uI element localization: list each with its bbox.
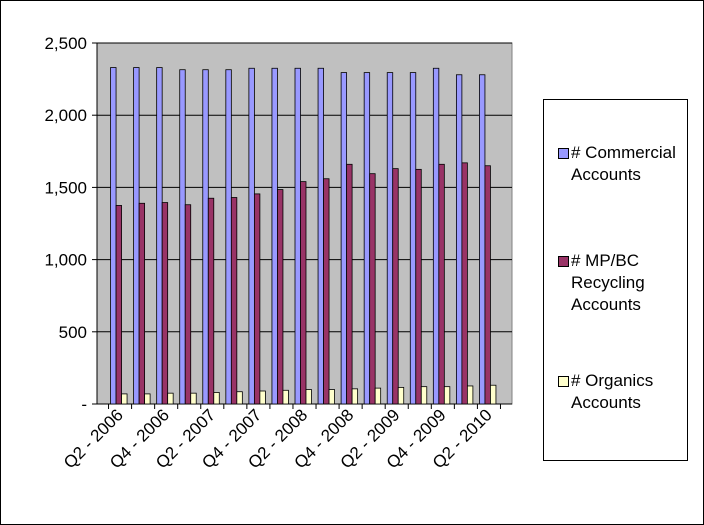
bar — [409, 72, 417, 405]
bar — [415, 168, 422, 405]
bar — [133, 67, 140, 405]
bar — [323, 178, 330, 405]
chart-legend: # Commercial Accounts # MP/BC Recycling A… — [543, 99, 688, 461]
bar — [213, 392, 220, 405]
bar — [351, 388, 359, 405]
bar — [386, 72, 394, 405]
bar — [225, 69, 232, 405]
bar — [236, 391, 243, 405]
bar — [156, 67, 163, 405]
bar — [438, 163, 445, 405]
bar — [161, 202, 169, 405]
bar — [294, 67, 301, 405]
legend-item: # Commercial Accounts — [558, 142, 686, 186]
y-tick-label: 2,500 — [44, 34, 87, 53]
y-tick-label: 2,000 — [44, 106, 87, 125]
bar — [305, 389, 312, 405]
bar — [190, 392, 197, 405]
legend-label: # MP/BC Recycling Accounts — [571, 251, 645, 314]
bar — [277, 189, 284, 405]
bar — [259, 390, 266, 405]
bar — [184, 204, 192, 405]
bar — [230, 197, 238, 405]
bar — [420, 386, 428, 405]
bar — [490, 384, 497, 405]
bar — [432, 67, 440, 405]
bar — [207, 197, 215, 405]
bar — [271, 67, 278, 405]
bar — [461, 162, 468, 405]
bar — [392, 168, 399, 405]
bar — [121, 393, 128, 405]
y-tick-label: 500 — [59, 323, 87, 342]
legend-item: # MP/BC Recycling Accounts — [558, 250, 686, 316]
bar — [369, 173, 376, 405]
bar — [346, 163, 353, 405]
bar — [144, 393, 151, 405]
legend-label: # Organics Accounts — [571, 371, 654, 412]
bar — [138, 202, 146, 405]
bar — [248, 67, 255, 405]
y-tick-label: 1,500 — [44, 178, 87, 197]
legend-label: # Commercial Accounts — [571, 143, 676, 184]
bar — [484, 165, 491, 405]
bar — [110, 67, 117, 405]
bar — [443, 386, 451, 405]
legend-swatch — [558, 256, 569, 267]
y-tick-label: 1,000 — [44, 251, 87, 270]
bar — [317, 67, 324, 405]
legend-swatch — [558, 148, 569, 159]
bar — [282, 389, 289, 405]
bar — [340, 72, 348, 405]
bar — [179, 69, 186, 405]
bar — [328, 389, 335, 405]
bar — [397, 386, 405, 405]
y-tick-label: - — [81, 395, 87, 414]
bar — [253, 193, 261, 405]
bar — [455, 74, 463, 405]
bar — [202, 69, 209, 405]
legend-swatch — [558, 376, 569, 387]
legend-item: # Organics Accounts — [558, 370, 686, 414]
bar — [115, 205, 122, 405]
bar — [466, 385, 474, 405]
bar — [374, 387, 382, 405]
bar — [167, 392, 174, 405]
bar — [363, 72, 371, 405]
bar — [300, 181, 307, 405]
bar — [479, 74, 486, 405]
